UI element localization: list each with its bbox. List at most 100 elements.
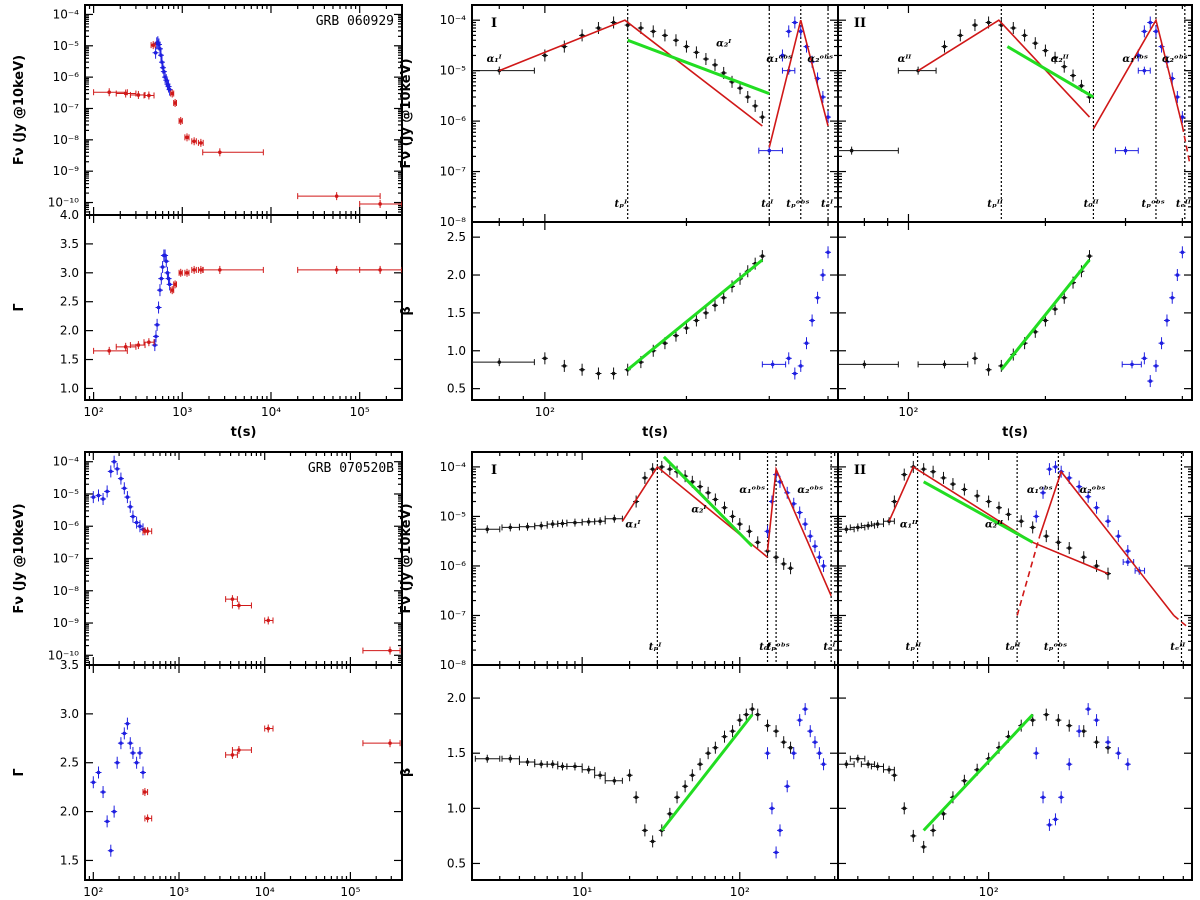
- red-fit-line: [621, 465, 769, 558]
- data-point: [684, 44, 689, 49]
- data-point: [1062, 64, 1067, 69]
- data-point: [1170, 295, 1175, 300]
- data-point: [639, 26, 643, 30]
- data-point: [178, 119, 183, 123]
- data-point: [136, 343, 141, 347]
- data-point: [810, 318, 814, 323]
- annotation-label: α₂ᴵ: [691, 505, 707, 516]
- top-ylabel: Fν (Jy @10keV): [12, 503, 27, 613]
- data-point: [1067, 546, 1072, 550]
- data-point: [91, 780, 96, 785]
- y-tick-label: 1.5: [60, 853, 79, 867]
- top-plot-area: [474, 455, 832, 597]
- data-point: [185, 135, 189, 140]
- data-point: [1180, 115, 1185, 119]
- data-point: [378, 202, 382, 206]
- data-point: [192, 139, 196, 144]
- data-point: [1142, 356, 1147, 361]
- y-tick-label: 10⁻⁴: [53, 7, 80, 21]
- data-point: [159, 276, 164, 281]
- data-point: [125, 721, 130, 726]
- data-point: [674, 333, 678, 338]
- annotation-label: t₀ᴵ: [759, 642, 772, 653]
- data-point: [1053, 55, 1057, 60]
- series-blue-1: [785, 246, 832, 380]
- data-point: [1126, 560, 1130, 564]
- data-point: [199, 268, 203, 272]
- data-point: [101, 790, 105, 794]
- data-point: [550, 762, 555, 767]
- data-point: [844, 762, 849, 767]
- top-frame: [84, 451, 403, 666]
- data-point: [788, 566, 793, 571]
- data-point: [334, 194, 339, 198]
- data-point: [997, 505, 1001, 510]
- series-black-2: [472, 66, 535, 75]
- data-point: [958, 33, 963, 38]
- y-tick-label: 10⁻⁸: [53, 133, 80, 147]
- data-point: [611, 20, 616, 25]
- data-point: [973, 356, 977, 361]
- data-point: [774, 555, 778, 560]
- data-point: [713, 303, 717, 308]
- data-point: [525, 760, 530, 764]
- panel-g1_I: 10⁻⁸ 10⁻⁷ 10⁻⁶ 10⁻⁵ 10⁻⁴ Fν (Jy @10keV) α₁ᴵ α₂ᴵ…: [399, 4, 839, 440]
- y-tick-label: 10⁻⁹: [53, 616, 80, 630]
- data-point: [986, 499, 991, 504]
- y-tick-label: 10⁻⁵: [53, 39, 80, 53]
- series-red-1: [142, 527, 401, 655]
- data-point: [821, 564, 826, 568]
- y-tick-label: 10⁻⁶: [53, 519, 80, 533]
- green-fit-line: [627, 38, 770, 96]
- annotation-label: αᴵᴵ: [898, 54, 913, 65]
- data-point: [1081, 729, 1086, 733]
- data-point: [143, 790, 147, 794]
- data-point: [508, 756, 513, 761]
- series-blue-0: [152, 36, 173, 96]
- y-tick-label: 10⁻⁷: [440, 165, 467, 179]
- data-point: [643, 828, 647, 833]
- data-point: [738, 86, 742, 90]
- data-point: [1094, 718, 1099, 722]
- series-blue-1: [1141, 246, 1186, 388]
- y-tick-label: 10⁻¹⁰: [48, 196, 79, 210]
- series-blue-3: [1121, 360, 1142, 369]
- x-tick-label: 10⁵: [350, 405, 370, 419]
- grb-title: GRB 060929: [316, 14, 394, 29]
- data-point: [1034, 751, 1039, 756]
- series-black-2: [838, 754, 895, 774]
- y-tick-label: 10⁻¹⁰: [48, 648, 79, 662]
- data-point: [485, 527, 490, 532]
- data-point: [1086, 494, 1090, 499]
- annotation-label: α₂ᵒᵇˢ: [1080, 485, 1106, 496]
- bottom-plot-area: [90, 717, 401, 857]
- annotation-label: α₁ᴵ: [487, 54, 503, 65]
- data-point: [1030, 525, 1035, 530]
- data-point: [612, 778, 617, 783]
- bottom-frame: [84, 664, 403, 881]
- data-point: [119, 741, 123, 745]
- green-fit-line: [662, 455, 754, 548]
- data-point: [1136, 53, 1141, 58]
- data-point: [1142, 29, 1147, 34]
- x-tick-label: 10³: [169, 885, 189, 899]
- data-point: [821, 95, 825, 99]
- bottom-ylabel: β: [399, 306, 414, 315]
- data-point: [145, 529, 150, 534]
- data-point: [690, 773, 695, 778]
- data-point: [1154, 29, 1158, 34]
- annotation-label: tₑᴵᴵ: [1176, 199, 1192, 210]
- data-point: [722, 505, 727, 510]
- data-point: [125, 495, 130, 499]
- data-point: [199, 141, 203, 145]
- data-point: [230, 753, 235, 757]
- data-point: [107, 349, 112, 353]
- data-point: [1041, 491, 1045, 495]
- data-point: [136, 93, 141, 97]
- annotation-label: α₂ᵒᵇˢ: [1162, 54, 1188, 65]
- data-point: [1053, 307, 1057, 311]
- data-point: [808, 729, 813, 733]
- bottom-ylabel: β: [399, 768, 414, 777]
- data-point: [1041, 795, 1045, 800]
- panel-g2_overview: 10⁻¹⁰ 10⁻⁹ 10⁻⁸ 10⁻⁷ 10⁻⁶ 10⁻⁵ 10⁻⁴ Fν (Jy @10k…: [12, 451, 403, 899]
